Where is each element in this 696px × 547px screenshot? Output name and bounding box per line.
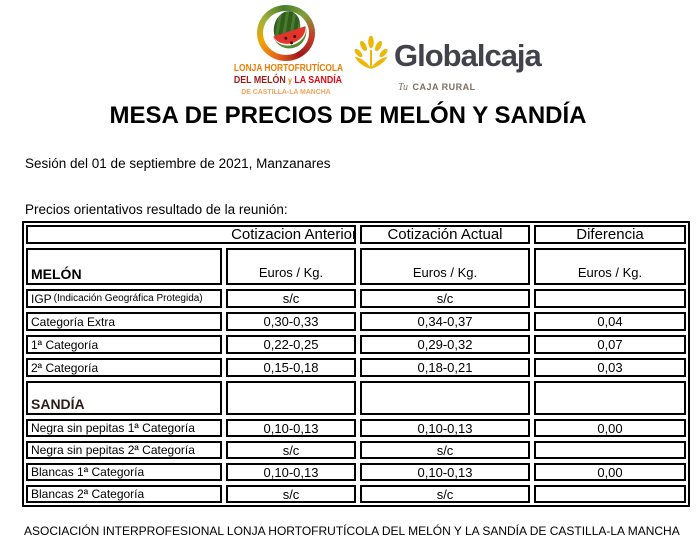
price-cell-diferencia: 0,07: [534, 335, 686, 354]
price-cell-anterior: s/c: [226, 289, 356, 308]
lonja-logo-line2: DEL MELÓN y LA SANDÍA: [233, 74, 342, 86]
wheat-icon: [354, 35, 388, 69]
price-cell-diferencia: [534, 289, 686, 308]
unit-cell-2: Euros / Kg.: [534, 248, 686, 285]
price-cell-actual: 0,10-0,13: [360, 463, 530, 481]
price-cell-anterior: 0,15-0,18: [226, 358, 356, 377]
price-cell-diferencia: 0,04: [534, 312, 686, 331]
lonja-logo-line1: LONJA HORTOFRUTÍCOLA: [233, 63, 344, 74]
price-cell-diferencia: 0,00: [534, 419, 686, 437]
price-cell-anterior: s/c: [226, 485, 356, 503]
row-label: 1ª Categoría: [26, 335, 222, 354]
price-cell-actual: 0,18-0,21: [360, 358, 530, 377]
price-cell-anterior: 0,10-0,13: [226, 463, 356, 481]
row-label: Negra sin pepitas 1ª Categoría: [26, 419, 222, 437]
price-cell-diferencia: [534, 485, 686, 503]
price-cell-diferencia: [534, 441, 686, 459]
price-table-grid: Cotizacion Anterior Cotización Actual Di…: [26, 225, 686, 503]
lonja-logo-sandia-text: LA SANDÍA: [294, 74, 343, 86]
price-table: Cotizacion Anterior Cotización Actual Di…: [22, 221, 690, 507]
globalcaja-tagline-tu: Tu: [398, 82, 409, 93]
lonja-logo-line3: DE CASTILLA-LA MANCHA: [241, 87, 331, 96]
section-header-sandia: SANDÍA: [26, 381, 222, 415]
unit-cell-1: [360, 381, 530, 415]
footer-association-line: ASOCIACIÓN INTERPROFESIONAL LONJA HORTOF…: [24, 524, 680, 538]
row-label: Blancas 1ª Categoría: [26, 463, 222, 481]
unit-cell-2: [534, 381, 686, 415]
lonja-logo-y-text: y: [288, 76, 292, 85]
price-cell-anterior: 0,22-0,25: [226, 335, 356, 354]
price-cell-actual: 0,10-0,13: [360, 419, 530, 437]
price-cell-actual: s/c: [360, 289, 530, 308]
page-title: MESA DE PRECIOS DE MELÓN Y SANDÍA: [109, 102, 587, 129]
price-cell-diferencia: 0,00: [534, 463, 686, 481]
price-cell-diferencia: 0,03: [534, 358, 686, 377]
price-cell-anterior: 0,30-0,33: [226, 312, 356, 331]
price-cell-actual: s/c: [360, 485, 530, 503]
price-cell-actual: 0,29-0,32: [360, 335, 530, 354]
column-header-actual: Cotización Actual: [360, 225, 530, 244]
lonja-logo-emblem: [257, 5, 315, 61]
row-label: IGP (Indicación Geográfica Protegida): [26, 289, 222, 308]
lonja-logo-melon-text: DEL MELÓN: [233, 74, 286, 86]
column-header-diferencia: Diferencia: [534, 225, 686, 244]
row-label: 2ª Categoría: [26, 358, 222, 377]
unit-cell-0: Euros / Kg.: [226, 248, 356, 285]
session-line: Sesión del 01 de septiembre de 2021, Man…: [25, 156, 331, 171]
price-cell-actual: s/c: [360, 441, 530, 459]
price-cell-anterior: 0,10-0,13: [226, 419, 356, 437]
intro-line: Precios orientativos resultado de la reu…: [25, 202, 288, 217]
row-label: Categoría Extra: [26, 312, 222, 331]
lonja-logo: LONJA HORTOFRUTÍCOLA DEL MELÓN y LA SAND…: [224, 5, 348, 96]
section-header-melon: MELÓN: [26, 248, 222, 285]
row-label: Blancas 2ª Categoría: [26, 485, 222, 503]
row-label-note: (Indicación Geográfica Protegida): [53, 293, 203, 304]
price-cell-actual: 0,34-0,37: [360, 312, 530, 331]
unit-cell-0: [226, 381, 356, 415]
globalcaja-brand-text: Globalcaja: [394, 38, 542, 73]
row-label: Negra sin pepitas 2ª Categoría: [26, 441, 222, 459]
column-header-anterior: Cotizacion Anterior: [26, 225, 356, 244]
column-header-anterior-label: Cotizacion Anterior: [231, 226, 356, 243]
price-cell-anterior: s/c: [226, 441, 356, 459]
unit-cell-1: Euros / Kg.: [360, 248, 530, 285]
globalcaja-tagline: Tu CAJA RURAL: [398, 77, 476, 95]
globalcaja-tagline-cajarural: CAJA RURAL: [412, 82, 476, 92]
